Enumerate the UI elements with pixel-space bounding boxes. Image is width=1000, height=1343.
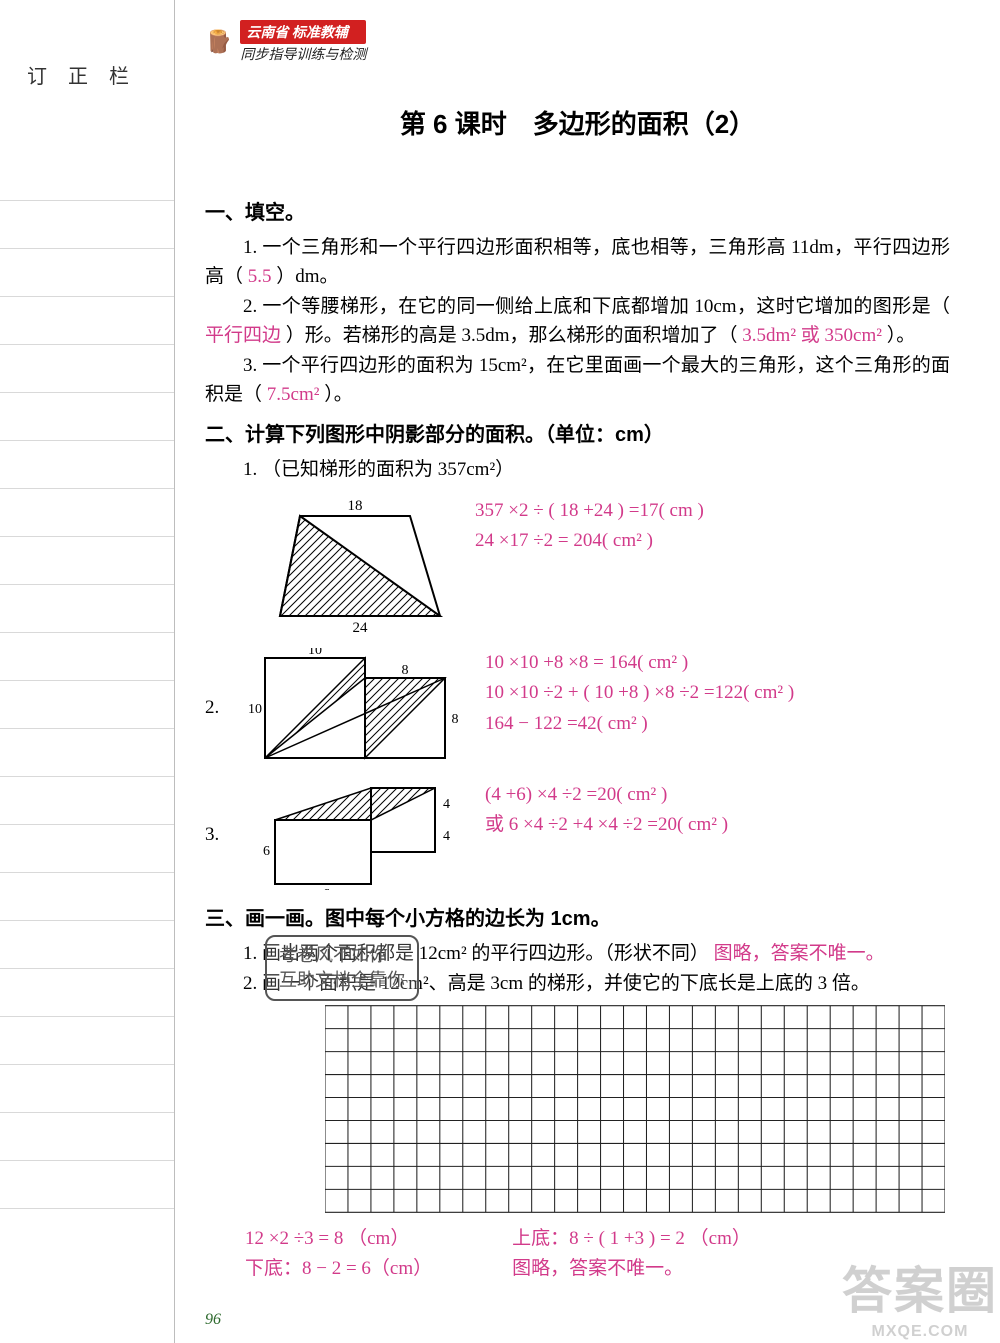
stamp-line: 考卷风不如你 — [279, 943, 405, 968]
calc-line: 357 ×2 ÷ ( 18 +24 ) =17( cm ) — [475, 496, 704, 526]
fig1-top: 18 — [348, 498, 363, 514]
section-1-head: 一、填空。 — [205, 196, 950, 225]
calc-line: 24 ×17 ÷2 = 204( cm² ) — [475, 526, 704, 556]
q2-answer-2: 3.5dm² 或 350cm² — [742, 325, 882, 346]
svg-text:6: 6 — [263, 844, 270, 859]
q2-text-c: ）。 — [882, 325, 915, 346]
svg-text:4: 4 — [443, 829, 450, 844]
svg-text:6: 6 — [323, 887, 330, 890]
drawing-grid — [325, 1004, 945, 1214]
s2-row-2: 2. 10 10 8 8 10 ×10 +8 ×8 = 164( cm² ) — [205, 648, 950, 768]
q3-text-b: ）。 — [319, 384, 352, 405]
q2-text-a: 2. 一个等腰梯形，在它的同一侧给上底和下底都增加 10cm，这时它增加的图形是… — [243, 296, 950, 317]
rect-figure: 6 4 4 6 — [245, 780, 465, 890]
calc-line: (4 +6) ×4 ÷2 =20( cm² ) — [485, 780, 728, 810]
margin-lines — [0, 200, 174, 1343]
calc-line: 10 ×10 ÷2 + ( 10 +8 ) ×8 ÷2 =122( cm² ) — [485, 678, 794, 708]
section-2-head: 二、计算下列图形中阴影部分的面积。（单位：cm） — [205, 418, 950, 447]
q3-answer: 7.5cm² — [267, 384, 320, 405]
page: 订 正 栏 🪵 云南省 标准教辅 同步指导训练与检测 第 6 课时 多边形的面积… — [0, 0, 1000, 1343]
q2-text-b: ）形。若梯形的高是 3.5dm，那么梯形的面积增加了（ — [281, 325, 742, 346]
bottom-line: 上底：8 ÷ ( 1 +3 ) = 2 （cm） — [512, 1224, 751, 1254]
overlay-stamp: 考卷风不如你 互助文档全靠你 — [265, 935, 419, 1001]
stump-icon: 🪵 — [205, 29, 232, 55]
svg-text:8: 8 — [452, 712, 459, 727]
s3-q1-answer: 图略，答案不唯一。 — [714, 943, 885, 964]
banner-sub: 同步指导训练与检测 — [240, 44, 366, 64]
q2-answer-1: 平行四边 — [205, 325, 281, 346]
bottom-line: 12 ×2 ÷3 = 8 （cm） — [245, 1224, 432, 1254]
q2: 2. 一个等腰梯形，在它的同一侧给上底和下底都增加 10cm，这时它增加的图形是… — [205, 292, 950, 351]
s2-row-1: 18 24 357 ×2 ÷ ( 18 +24 ) =17( cm ) 24 ×… — [205, 496, 950, 636]
svg-text:4: 4 — [443, 797, 450, 812]
q1: 1. 一个三角形和一个平行四边形面积相等，底也相等，三角形高 11dm，平行四边… — [205, 233, 950, 292]
content-area: 🪵 云南省 标准教辅 同步指导训练与检测 第 6 课时 多边形的面积（2） 一、… — [175, 0, 1000, 1343]
s2-q2-calcs: 10 ×10 +8 ×8 = 164( cm² ) 10 ×10 ÷2 + ( … — [485, 648, 794, 739]
watermark: 答案圈 MXQE.COM — [842, 1251, 998, 1341]
svg-text:8: 8 — [402, 663, 409, 678]
watermark-url: MXQE.COM — [842, 1323, 998, 1341]
lesson-title: 第 6 课时 多边形的面积（2） — [205, 104, 950, 141]
svg-text:10: 10 — [308, 648, 322, 658]
calc-line: 164 − 122 =42( cm² ) — [485, 709, 794, 739]
banner-brand: 云南省 标准教辅 — [240, 20, 366, 44]
watermark-text: 答案圈 — [842, 1263, 998, 1319]
trapezoid-figure: 18 24 — [265, 496, 455, 636]
correction-margin: 订 正 栏 — [0, 0, 175, 1343]
page-number: 96 — [205, 1311, 221, 1329]
s2-q3-label: 3. — [205, 824, 225, 846]
calc-line: 10 ×10 +8 ×8 = 164( cm² ) — [485, 648, 794, 678]
bottom-line: 图略，答案不唯一。 — [512, 1254, 751, 1284]
fig1-bottom: 24 — [353, 620, 369, 636]
q1-text-b: ）dm。 — [272, 266, 339, 287]
calc-line: 或 6 ×4 ÷2 +4 ×4 ÷2 =20( cm² ) — [485, 810, 728, 840]
s2-q2-label: 2. — [205, 697, 225, 719]
s2-q3-calcs: (4 +6) ×4 ÷2 =20( cm² ) 或 6 ×4 ÷2 +4 ×4 … — [485, 780, 728, 841]
top-banner: 🪵 云南省 标准教辅 同步指导训练与检测 — [205, 20, 950, 64]
s2-row-3: 3. 6 4 4 6 (4 +6) ×4 ÷2 =20( cm² ) 或 6 ×… — [205, 780, 950, 890]
two-squares-figure: 10 10 8 8 — [245, 648, 465, 768]
stamp-line: 互助文档全靠你 — [279, 968, 405, 993]
section-3-head: 三、画一画。图中每个小方格的边长为 1cm。 — [205, 902, 950, 931]
s2-q1-label: 1. （已知梯形的面积为 357cm²） — [205, 455, 950, 484]
q1-answer: 5.5 — [248, 266, 272, 287]
s2-q1-calcs: 357 ×2 ÷ ( 18 +24 ) =17( cm ) 24 ×17 ÷2 … — [475, 496, 704, 557]
bottom-line: 下底：8 − 2 = 6（cm） — [245, 1254, 432, 1284]
margin-label: 订 正 栏 — [0, 60, 174, 89]
svg-text:10: 10 — [248, 702, 262, 717]
bottom-answers: 12 ×2 ÷3 = 8 （cm） 下底：8 − 2 = 6（cm） 上底：8 … — [205, 1224, 950, 1285]
q3: 3. 一个平行四边形的面积为 15cm²，在它里面画一个最大的三角形，这个三角形… — [205, 351, 950, 410]
